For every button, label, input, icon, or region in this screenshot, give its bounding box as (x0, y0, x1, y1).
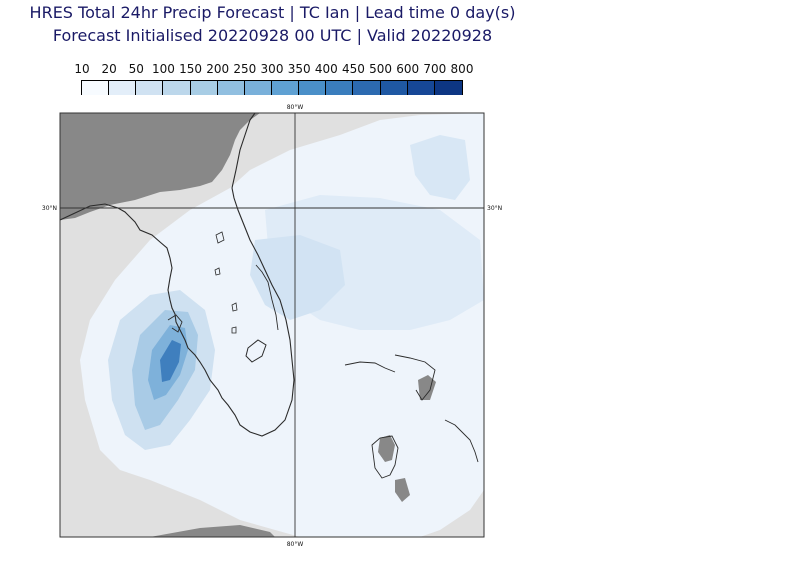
florida-northeast-coast (231, 113, 256, 189)
colorbar-swatch (109, 81, 137, 95)
bahamas-andros-outline (371, 435, 399, 479)
gridlabel-right-30n: 30°N (487, 205, 502, 212)
masked-land-grand-bahama (418, 375, 436, 400)
bahamas-grand-bahama-outline (344, 361, 396, 373)
colorbar-swatch (244, 81, 272, 95)
precip-field-east-florida (250, 235, 345, 320)
small-lake-3 (231, 302, 238, 312)
colorbar-swatch (217, 81, 245, 95)
chart-title: HRES Total 24hr Precip Forecast | TC Ian… (29, 3, 516, 22)
colorbar-swatch (326, 81, 354, 95)
colorbar-tick-label: 600 (396, 62, 420, 76)
masked-land-cuba (150, 525, 275, 537)
map-frame (59, 112, 485, 538)
colorbar-tick-label: 150 (179, 62, 203, 76)
colorbar-swatch (407, 81, 435, 95)
precipitation-map: 80°W 80°W 30°N 30°N (42, 104, 502, 548)
gridlabel-bottom-80w: 80°W (287, 541, 304, 548)
masked-land-northwest (60, 113, 260, 220)
florida-coastline (60, 187, 295, 437)
bahamas-eleuthera-outline (444, 419, 479, 463)
indian-river-lagoon (255, 264, 279, 331)
colorbar-swatch (190, 81, 218, 95)
bahamas-abaco-outline (394, 354, 436, 401)
masked-land-gulf-coast (60, 165, 78, 176)
colorbar-swatch (380, 81, 408, 95)
precip-field-northeast (410, 135, 470, 200)
colorbar-tick-label: 800 (450, 62, 474, 76)
gridlabel-top-80w: 80°W (287, 104, 304, 111)
gridlabel-left-30n: 30°N (42, 205, 57, 212)
colorbar-swatch (434, 81, 462, 95)
chart-subtitle: Forecast Initialised 20220928 00 UTC | V… (52, 26, 493, 45)
colorbar-tick-label: 50 (128, 62, 144, 76)
colorbar-swatch (136, 81, 164, 95)
colorbar-tick-label: 450 (341, 62, 365, 76)
colorbar-tick-label: 10 (74, 62, 90, 76)
masked-land-andros (378, 435, 395, 462)
colorbar-tick-label: 250 (233, 62, 257, 76)
colorbar-tick-label: 200 (206, 62, 230, 76)
colorbar-swatch (299, 81, 327, 95)
colorbar-swatch (82, 81, 110, 95)
colorbar-tick-label: 400 (314, 62, 338, 76)
masked-land-eleuthera (395, 478, 410, 502)
precipitation-colorbar: 10 20 50 100 150 200 250 300 350 400 450 500 600 700 8… (0, 60, 800, 100)
colorbar-tick-label: 100 (151, 62, 175, 76)
colorbar-tick-label: 20 (101, 62, 117, 76)
tampa-bay (167, 314, 183, 333)
colorbar-tick-label: 350 (287, 62, 311, 76)
colorbar-tick-label: 500 (369, 62, 393, 76)
colorbar-swatch (163, 81, 191, 95)
colorbar-swatch (272, 81, 300, 95)
small-lake-2 (214, 267, 221, 276)
colorbar-tick-label: 700 (423, 62, 447, 76)
small-lake-1 (215, 231, 225, 244)
colorbar-swatch (353, 81, 381, 95)
lake-okeechobee (245, 339, 267, 363)
small-lake-4 (231, 326, 237, 334)
colorbar-tick-label: 300 (260, 62, 284, 76)
precip-field-gulf-core (160, 340, 181, 382)
